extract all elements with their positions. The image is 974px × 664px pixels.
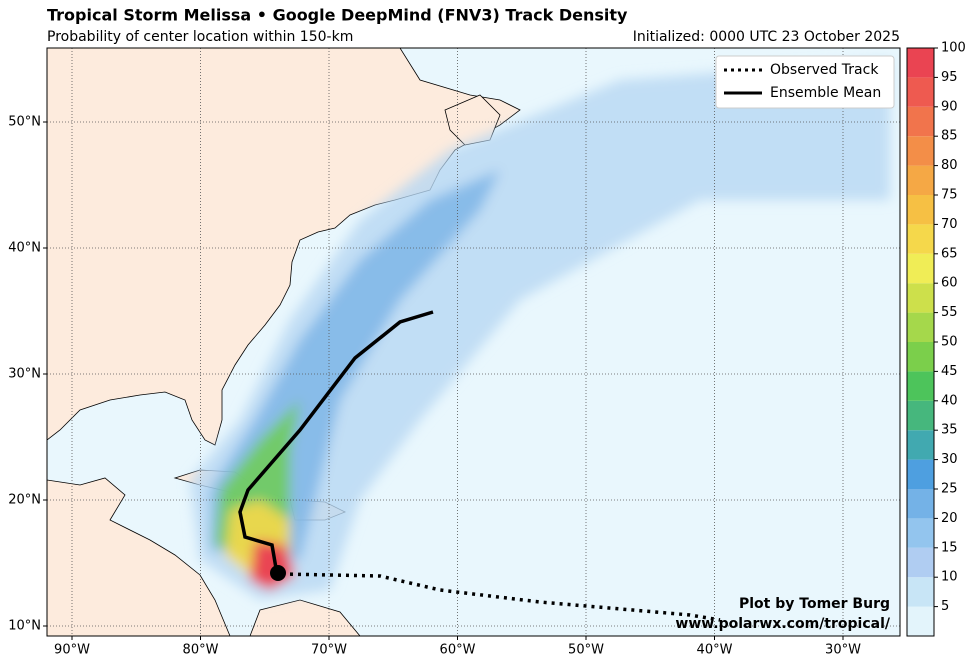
colorbar-bin xyxy=(907,312,934,342)
x-tick-label: 70°W xyxy=(311,643,347,658)
colorbar-label: 25 xyxy=(941,482,958,497)
land xyxy=(47,477,231,636)
map-frame xyxy=(46,47,901,637)
legend: Observed Track Ensemble Mean xyxy=(715,55,895,109)
colorbar-label: 10 xyxy=(941,570,958,585)
colorbar-label: 65 xyxy=(941,246,958,261)
colorbar-label: 55 xyxy=(941,305,958,320)
colorbar-bin xyxy=(907,77,934,107)
colorbar-bin xyxy=(907,283,934,313)
colorbar-label: 45 xyxy=(941,364,958,379)
title: Tropical Storm Melissa • Google DeepMind… xyxy=(47,6,628,25)
colorbar-label: 60 xyxy=(941,276,958,291)
y-tick-label: 20°N xyxy=(8,493,41,508)
x-tick-label: 40°W xyxy=(697,643,733,658)
y-tick-label: 40°N xyxy=(8,241,41,256)
x-tick-label: 30°W xyxy=(825,643,861,658)
initialized: Initialized: 0000 UTC 23 October 2025 xyxy=(633,29,900,45)
storm-position xyxy=(270,565,286,581)
colorbar-label: 40 xyxy=(941,393,958,408)
colorbar-bin xyxy=(907,459,934,489)
colorbar-label: 15 xyxy=(941,540,958,555)
x-tick-label: 60°W xyxy=(440,643,476,658)
ensemble-mean xyxy=(238,310,434,575)
colorbar-bin xyxy=(907,253,934,284)
colorbar-bin xyxy=(907,342,934,372)
colorbar-label: 35 xyxy=(941,423,958,438)
colorbar-label: 5 xyxy=(941,599,949,614)
colorbar-label: 80 xyxy=(941,158,958,173)
colorbar-bin xyxy=(907,224,934,254)
legend-label: Observed Track xyxy=(770,62,879,78)
colorbar-bin xyxy=(907,518,934,548)
y-tick-label: 50°N xyxy=(8,115,41,130)
colorbar-bin xyxy=(907,489,934,519)
credit: www.polarwx.com/tropical/ xyxy=(675,616,890,632)
colorbar-label: 100 xyxy=(941,41,966,56)
colorbar-label: 50 xyxy=(941,335,958,350)
colorbar-bin xyxy=(907,606,934,636)
graticule xyxy=(47,48,900,636)
colorbar-label: 85 xyxy=(941,129,958,144)
colorbar-bin xyxy=(907,48,934,78)
map xyxy=(47,48,900,636)
colorbar-bin xyxy=(907,106,934,137)
colorbar-bin xyxy=(907,195,934,225)
observed-track xyxy=(281,572,721,622)
colorbar-bin xyxy=(907,430,934,460)
colorbar-bin xyxy=(907,136,934,166)
colorbar-label: 95 xyxy=(941,70,958,85)
colorbar: 5 10 15 20 25 30 35 40 45 50 55 60 65 70 75 80 85 90 95 100 xyxy=(906,41,966,637)
colorbar-label: 75 xyxy=(941,188,958,203)
land xyxy=(249,599,361,636)
x-tick-label: 90°W xyxy=(54,643,90,658)
density xyxy=(190,60,890,600)
colorbar-label: 90 xyxy=(941,99,958,114)
colorbar-bin xyxy=(907,371,934,401)
x-tick-label: 80°W xyxy=(183,643,219,658)
y-tick-label: 10°N xyxy=(8,619,41,634)
land xyxy=(47,48,521,446)
legend-label: Ensemble Mean xyxy=(770,85,881,101)
credit: Plot by Tomer Burg xyxy=(739,596,890,612)
colorbar-label: 70 xyxy=(941,217,958,232)
y-tick-label: 30°N xyxy=(8,367,41,382)
colorbar-label: 20 xyxy=(941,511,958,526)
colorbar-bin xyxy=(907,165,934,195)
colorbar-label: 30 xyxy=(941,452,958,467)
colorbar-bin xyxy=(907,577,934,607)
x-tick-label: 50°W xyxy=(568,643,604,658)
subtitle: Probability of center location within 15… xyxy=(47,29,353,45)
colorbar-bin xyxy=(907,547,934,578)
colorbar-bin xyxy=(907,400,934,431)
